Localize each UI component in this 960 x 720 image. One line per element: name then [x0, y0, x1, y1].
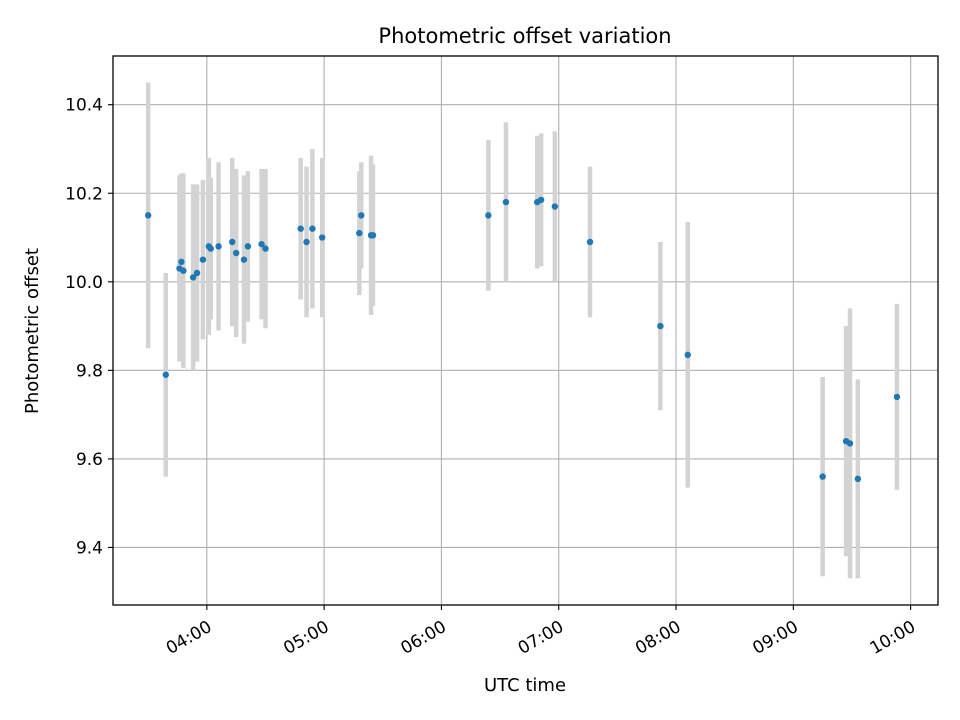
data-point	[846, 440, 854, 447]
x-axis-title: UTC time	[484, 675, 566, 696]
data-point	[215, 243, 222, 250]
y-tick-label: 10.0	[65, 273, 103, 293]
axis-ticks: 04:00 05:00 06:00 07:00 08:00 09:00 10:00 9.4 9.…	[65, 96, 919, 659]
data-point	[178, 258, 185, 266]
data-point	[232, 249, 240, 257]
chart-title: Photometric offset variation	[378, 24, 671, 48]
data-point	[207, 245, 214, 252]
data-point	[180, 267, 187, 274]
data-point	[144, 212, 152, 219]
data-point	[297, 225, 304, 232]
data-point	[369, 232, 377, 239]
data-point	[358, 212, 365, 219]
y-tick-label: 9.4	[76, 538, 103, 558]
data-point	[318, 234, 326, 241]
data-point	[189, 274, 197, 281]
data-point	[309, 225, 316, 232]
x-tick-label: 09:00	[749, 617, 801, 659]
y-tick-label: 10.4	[65, 96, 103, 116]
data-point	[819, 473, 826, 480]
data-point	[229, 238, 236, 246]
y-axis-title: Photometric offset	[22, 248, 43, 414]
x-tick-label: 07:00	[515, 617, 567, 659]
data-point	[244, 243, 252, 250]
data-point	[262, 245, 269, 252]
data-point	[893, 393, 901, 401]
data-point	[485, 212, 492, 219]
data-point	[657, 322, 664, 330]
data-point	[199, 256, 207, 263]
data-point	[162, 371, 169, 378]
data-point	[586, 238, 594, 246]
data-point	[303, 238, 310, 246]
data-point	[356, 229, 363, 237]
data-point	[240, 256, 248, 263]
data-point	[854, 475, 862, 483]
error-bars	[145, 82, 900, 579]
data-point	[537, 196, 545, 204]
x-tick-label: 08:00	[632, 617, 684, 659]
y-tick-label: 9.6	[76, 450, 103, 470]
y-tick-label: 9.8	[76, 361, 103, 381]
grid	[113, 56, 938, 605]
x-tick-label: 06:00	[398, 617, 450, 659]
plot-frame	[112, 55, 939, 606]
data-point	[258, 240, 265, 248]
y-tick-label: 10.2	[65, 184, 103, 204]
x-tick-label: 10:00	[867, 617, 919, 659]
data-point	[193, 269, 201, 277]
data-point	[502, 198, 510, 206]
data-point	[551, 203, 559, 210]
x-tick-label: 05:00	[280, 617, 332, 659]
data-points	[144, 196, 901, 483]
data-point	[684, 351, 691, 359]
x-tick-label: 04:00	[163, 617, 215, 659]
